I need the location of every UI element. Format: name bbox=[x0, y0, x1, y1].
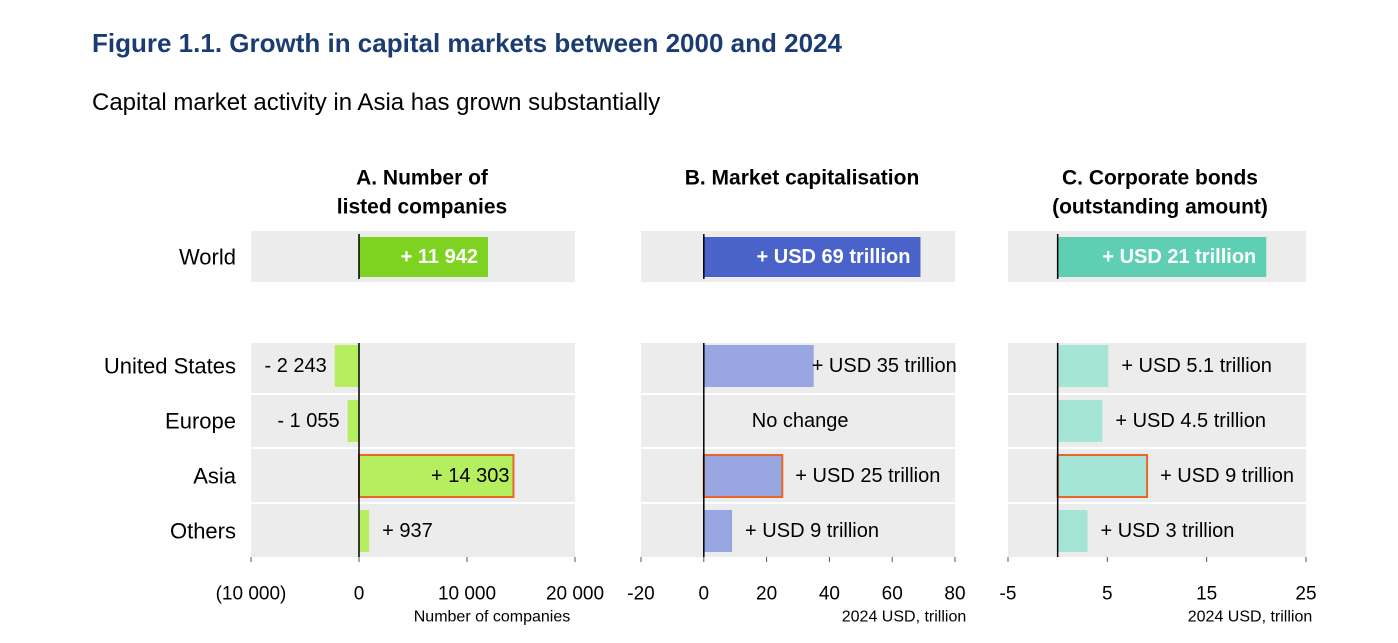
tick-label: 5 bbox=[1102, 584, 1113, 605]
region-bar-label: No change bbox=[752, 410, 849, 432]
figure-title: Figure 1.1. Growth in capital markets be… bbox=[92, 28, 842, 58]
axis-label: 2024 USD, trillion bbox=[842, 609, 967, 626]
region-bar-label: + USD 4.5 trillion bbox=[1115, 410, 1266, 432]
world-bar-label: + 11 942 bbox=[401, 246, 478, 268]
region-bar-label: + USD 9 trillion bbox=[745, 520, 879, 542]
tick-label: 10 000 bbox=[438, 584, 496, 605]
tick-label: 40 bbox=[819, 584, 840, 605]
category-label: Others bbox=[170, 519, 236, 544]
panel-title: listed companies bbox=[337, 196, 507, 219]
category-label: United States bbox=[104, 354, 236, 379]
regions-band bbox=[251, 343, 575, 557]
tick-label: 60 bbox=[882, 584, 903, 605]
tick-label: 25 bbox=[1295, 584, 1316, 605]
figure-subtitle: Capital market activity in Asia has grow… bbox=[92, 89, 661, 116]
tick-label: 20 000 bbox=[546, 584, 604, 605]
region-bar bbox=[359, 510, 370, 552]
world-bar bbox=[703, 237, 921, 277]
tick-label: (10 000) bbox=[216, 584, 287, 605]
region-bar-label: + 14 303 bbox=[431, 465, 509, 487]
region-bar bbox=[1056, 454, 1149, 498]
category-label: World bbox=[179, 245, 236, 270]
region-bar bbox=[703, 345, 814, 387]
region-bar bbox=[1057, 400, 1103, 442]
region-bar-label: + USD 25 trillion bbox=[795, 465, 940, 487]
tick-label: 15 bbox=[1196, 584, 1217, 605]
region-bar-label: + USD 9 trillion bbox=[1160, 465, 1294, 487]
region-bar-label: - 2 243 bbox=[265, 355, 327, 377]
region-bar bbox=[358, 454, 515, 498]
tick-label: -20 bbox=[627, 584, 654, 605]
region-bar-label: + USD 35 trillion bbox=[812, 355, 957, 377]
category-label: Asia bbox=[193, 464, 237, 489]
panel-title: (outstanding amount) bbox=[1052, 196, 1268, 219]
region-bar bbox=[1057, 345, 1109, 387]
panel-title: B. Market capitalisation bbox=[685, 167, 920, 190]
region-bar-label: + 937 bbox=[382, 520, 433, 542]
world-bar-label: + USD 21 trillion bbox=[1102, 246, 1256, 268]
category-label: Europe bbox=[165, 409, 236, 434]
panel-title: A. Number of bbox=[356, 167, 489, 190]
region-bar bbox=[703, 510, 733, 552]
axis-label: 2024 USD, trillion bbox=[1188, 609, 1313, 626]
tick-label: 0 bbox=[699, 584, 710, 605]
region-bar-label: + USD 5.1 trillion bbox=[1121, 355, 1272, 377]
world-bar bbox=[359, 237, 488, 277]
world-bar bbox=[1057, 237, 1267, 277]
tick-label: -5 bbox=[1000, 584, 1017, 605]
region-bar bbox=[347, 400, 359, 442]
tick-label: 20 bbox=[756, 584, 777, 605]
world-bar-label: + USD 69 trillion bbox=[757, 246, 911, 268]
axis-label: Number of companies bbox=[414, 609, 571, 626]
region-bar-label: + USD 3 trillion bbox=[1100, 520, 1234, 542]
tick-label: 80 bbox=[944, 584, 965, 605]
region-bar bbox=[702, 454, 784, 498]
region-bar-label: - 1 055 bbox=[277, 410, 339, 432]
tick-label: 0 bbox=[354, 584, 365, 605]
panel-title: C. Corporate bonds bbox=[1062, 167, 1258, 190]
region-bar bbox=[1057, 510, 1088, 552]
region-bar bbox=[334, 345, 359, 387]
